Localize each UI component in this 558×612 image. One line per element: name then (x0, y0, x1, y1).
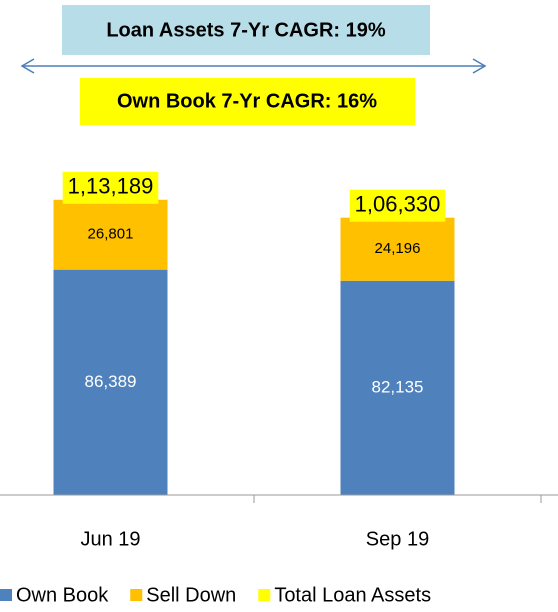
bar-segment (340, 280, 455, 495)
double-arrow (20, 58, 487, 74)
legend-swatch (130, 589, 143, 601)
annotation-box (62, 5, 430, 55)
bar-segment (340, 217, 455, 281)
data-label: 82,135 (372, 377, 424, 396)
data-label: 24,196 (375, 240, 421, 257)
data-label: 26,801 (88, 226, 134, 243)
annotation-box (80, 78, 415, 125)
x-tick-label: Sep 19 (366, 528, 429, 550)
legend-swatch (0, 589, 12, 601)
annotation: Loan Assets 7-Yr CAGR: 19% (106, 19, 386, 41)
total-label: 1,13,189 (68, 174, 154, 199)
annotation: Own Book 7-Yr CAGR: 16% (117, 90, 377, 112)
legend-swatch (258, 589, 271, 601)
total-label: 1,06,330 (355, 191, 441, 216)
total-box (349, 189, 446, 222)
bar-segment (53, 199, 168, 270)
x-tick-label: Jun 19 (80, 528, 140, 550)
total-box (62, 171, 159, 204)
data-label: 86,389 (85, 372, 137, 391)
bar-segment (53, 269, 168, 495)
legend-label: Own Book (16, 584, 109, 606)
legend-label: Total Loan Assets (274, 584, 431, 606)
legend-label: Sell Down (146, 584, 236, 606)
